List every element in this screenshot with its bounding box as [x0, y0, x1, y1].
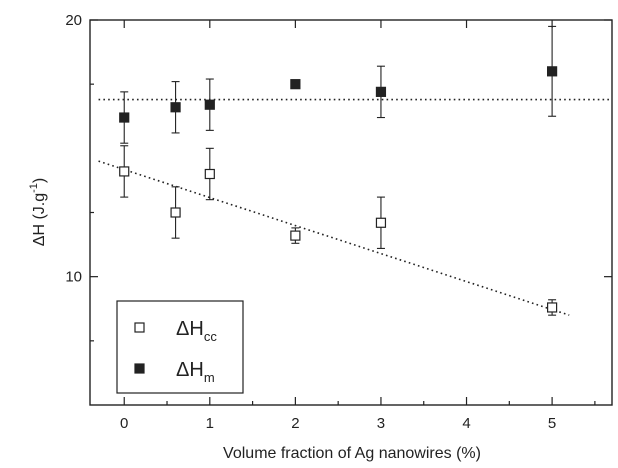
data-point-cc — [204, 168, 215, 180]
data-point-m — [119, 112, 130, 123]
data-point-cc — [290, 230, 301, 241]
legend-label-dhcc-sub: cc — [204, 329, 218, 344]
data-point-m — [546, 66, 558, 77]
data-point-m — [204, 99, 215, 110]
legend-label-dhm: ΔHm — [176, 359, 215, 385]
data-point-m — [290, 79, 301, 90]
y-axis-label-sup: -1 — [28, 183, 40, 193]
plot-area — [98, 25, 612, 316]
data-point-cc — [119, 166, 130, 177]
y-tick-label: 10 — [65, 269, 82, 286]
legend-marker-dhcc — [134, 322, 145, 333]
y-axis-label-close: ) — [31, 178, 48, 183]
data-point-cc — [170, 207, 181, 218]
y-tick-label: 20 — [65, 12, 82, 29]
x-tick-label: 0 — [120, 415, 128, 432]
x-axis-label: Volume fraction of Ag nanowires (%) — [223, 445, 481, 462]
data-point-cc — [375, 217, 387, 228]
legend-label-dhm-sub: m — [204, 370, 215, 385]
y-axis-label: ΔH (J.g-1) — [28, 178, 48, 246]
data-point-m — [375, 86, 387, 97]
x-tick-label: 4 — [462, 415, 470, 432]
x-tick-label: 2 — [291, 415, 299, 432]
data-point-m — [170, 102, 181, 113]
x-tick-label: 1 — [206, 415, 214, 432]
x-tick-label: 5 — [548, 415, 556, 432]
legend: ΔHcc ΔHm — [116, 300, 244, 394]
legend-label-dhcc: ΔHcc — [176, 318, 217, 344]
legend-label-dhm-main: ΔH — [176, 359, 204, 381]
legend-marker-dhm — [134, 363, 145, 374]
x-tick-label: 3 — [377, 415, 385, 432]
axes: 0 1 2 3 4 5 10 20 — [65, 12, 613, 432]
trend-line-cc — [98, 160, 570, 316]
y-axis-label-main: ΔH (J.g — [31, 193, 48, 246]
legend-label-dhcc-main: ΔH — [176, 318, 204, 340]
data-point-cc — [546, 302, 558, 313]
legend-box — [116, 300, 244, 394]
